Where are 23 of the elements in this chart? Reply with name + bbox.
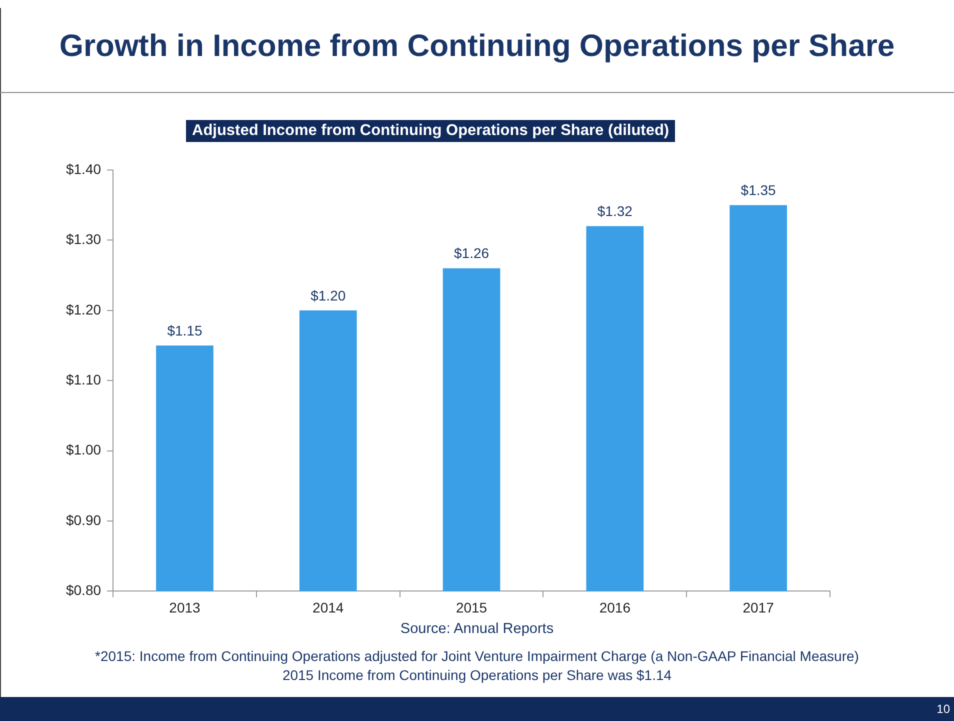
y-tick-label: $1.20 [66, 301, 102, 318]
y-tick-label: $1.10 [66, 371, 102, 388]
data-label: $1.20 [310, 287, 346, 304]
chart-subtitle: Adjusted Income from Continuing Operations per Share (diluted) [186, 120, 676, 142]
chart-title: Growth in Income from Continuing Operations per Share [58, 28, 896, 64]
data-label: $1.26 [454, 245, 490, 262]
text: *2015: Income from Continuing Operations adjusted for Joint Venture Impairment Charge (a Non-GAAP Financial Measure) [94, 647, 860, 666]
data-label: $1.15 [167, 322, 202, 338]
y-tick-label: $1.40 [66, 160, 102, 177]
y-tick-label: $1.00 [66, 442, 102, 458]
source-note: Source: Annual Reports [399, 620, 555, 639]
x-tick-label: 2017 [742, 599, 774, 616]
y-tick-label: $0.80 [66, 582, 102, 598]
x-tick-label: 2014 [312, 599, 344, 616]
x-tick-label: 2013 [169, 599, 201, 616]
text: 2015 Income from Continuing Operations per Share was $1.14 [281, 666, 673, 685]
data-label: $1.35 [740, 182, 776, 198]
y-tick-label: $1.30 [66, 231, 102, 248]
data-label: $1.32 [597, 203, 633, 220]
text: 10 [936, 702, 950, 716]
x-tick-label: 2015 [456, 599, 488, 616]
y-tick-label: $0.90 [66, 512, 102, 528]
x-tick-label: 2016 [599, 599, 631, 616]
